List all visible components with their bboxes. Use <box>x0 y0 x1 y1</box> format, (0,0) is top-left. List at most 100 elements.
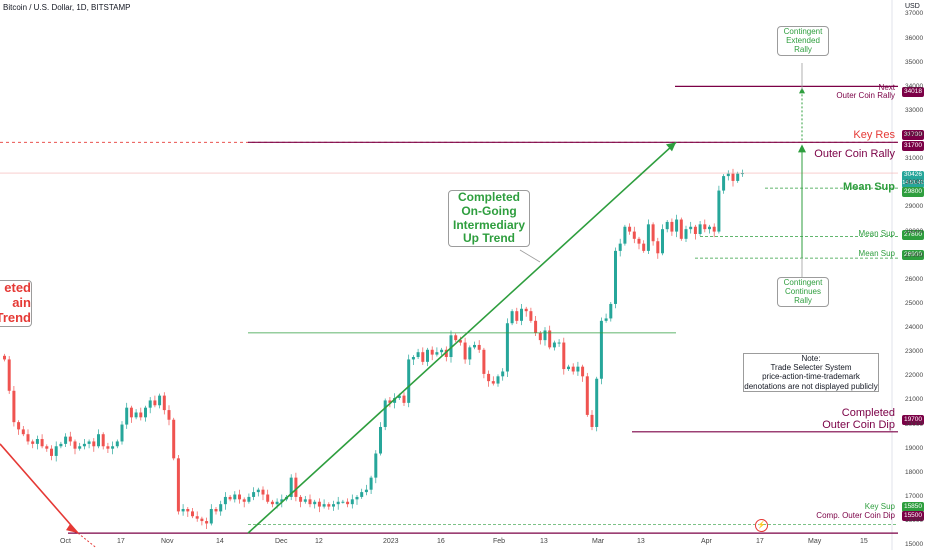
last-price-value: 30426 <box>903 171 923 178</box>
y-tick-label: 29000 <box>905 203 924 211</box>
y-tick-label: 25000 <box>905 299 924 307</box>
candle-body <box>458 340 462 343</box>
candle-body <box>491 381 495 384</box>
candle-body <box>360 492 364 497</box>
note-box: Note: Trade Selecter System price-action… <box>743 353 879 392</box>
candle-body <box>529 311 533 321</box>
candle-body <box>191 511 194 517</box>
y-tick-label: 35000 <box>905 58 924 66</box>
candle-body <box>17 422 21 430</box>
candle-body <box>571 366 575 372</box>
candle-body <box>256 489 260 493</box>
y-tick-label: 21000 <box>905 396 924 404</box>
candle-body <box>740 173 744 175</box>
candle-body <box>294 477 298 497</box>
candle-body <box>426 349 429 362</box>
candle-body <box>223 496 227 505</box>
contingent-continues-callout: Contingent Continues Rally <box>777 277 829 307</box>
candle-body <box>698 224 702 234</box>
candle-body <box>468 347 472 360</box>
y-tick-label: 32000 <box>905 131 924 139</box>
candle-body <box>703 224 707 230</box>
candle-body <box>209 508 213 524</box>
candle-body <box>266 494 270 502</box>
candle-body <box>322 504 326 507</box>
y-tick-label: 37000 <box>905 10 924 18</box>
candle-body <box>515 311 519 321</box>
key-sup-label: Key Sup <box>864 502 895 511</box>
candle-body <box>646 224 650 251</box>
candle-body <box>411 357 415 360</box>
price-tag-26900: 26900 <box>902 250 924 260</box>
price-tag-27800: 27800 <box>902 230 924 240</box>
candle-body <box>557 342 561 344</box>
candle-body <box>463 342 467 360</box>
candle-body <box>40 439 44 447</box>
candle-body <box>651 224 655 242</box>
callout-connector-trend <box>519 249 541 263</box>
candle-body <box>393 398 397 403</box>
x-tick-label: Apr <box>701 538 712 545</box>
y-tick-label: 36000 <box>905 34 924 42</box>
candle-body <box>708 226 711 230</box>
candle-body <box>454 335 458 341</box>
candle-body <box>501 371 505 377</box>
x-tick-label: Mar <box>592 538 605 545</box>
candle-body <box>7 359 11 391</box>
candle-body <box>134 412 138 418</box>
candle-body <box>238 494 241 500</box>
candle-body <box>670 221 674 232</box>
up-trend-arrowhead <box>666 142 676 152</box>
down-trend-line <box>0 443 79 534</box>
candle-body <box>129 407 133 418</box>
candle-body <box>299 496 303 502</box>
price-tag-19700: 19700 <box>902 415 924 425</box>
x-tick-label: 16 <box>437 538 445 545</box>
candle-body <box>45 446 49 449</box>
candle-body <box>726 173 730 177</box>
y-tick-label: 30000 <box>905 179 924 187</box>
candle-body <box>54 446 58 456</box>
candle-body <box>97 434 100 447</box>
candle-body <box>364 489 368 493</box>
candle-body <box>388 400 392 403</box>
x-tick-label: May <box>808 538 822 545</box>
left-trend-fragment: eted ain Trend <box>0 280 32 327</box>
candle-body <box>576 366 580 372</box>
candle-body <box>510 311 514 324</box>
x-tick-label: 13 <box>540 538 548 545</box>
y-tick-label: 15000 <box>905 541 924 549</box>
candle-body <box>379 426 382 454</box>
candle-body <box>656 241 660 254</box>
symbol-title: Bitcoin / U.S. Dollar, 1D, BITSTAMP <box>3 3 131 12</box>
x-tick-label: 13 <box>637 538 645 545</box>
candle-body <box>308 499 312 505</box>
candle-body <box>101 434 105 447</box>
price-tag-34018: 34018 <box>902 87 924 97</box>
candle-body <box>623 226 627 244</box>
candle-body <box>341 501 345 503</box>
candle-body <box>642 243 646 251</box>
candle-body <box>444 349 448 358</box>
candle-body <box>543 330 547 341</box>
candle-body <box>50 448 53 456</box>
candle-body <box>327 504 331 507</box>
y-tick-label: 26000 <box>905 275 924 283</box>
candle-body <box>487 373 491 382</box>
candle-body <box>219 504 223 512</box>
candle-body <box>303 499 307 502</box>
event-lightning-icon[interactable]: ⚡ <box>755 519 768 532</box>
candle-body <box>242 499 246 502</box>
candle-body <box>604 318 608 321</box>
candle-body <box>247 496 251 502</box>
candle-body <box>383 400 387 427</box>
mean-sup-label-3: Mean Sup <box>858 249 895 258</box>
candle-body <box>355 496 359 500</box>
candle-body <box>618 243 622 251</box>
candle-body <box>482 349 486 374</box>
candle-body <box>731 173 735 181</box>
candle-body <box>125 407 129 425</box>
extended-rally-arrowhead <box>799 87 805 94</box>
